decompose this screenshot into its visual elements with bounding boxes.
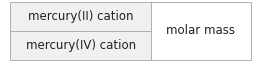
Text: mercury(II) cation: mercury(II) cation (28, 10, 133, 23)
Bar (151, 2, 251, 60)
Text: mercury(IV) cation: mercury(IV) cation (26, 39, 136, 52)
Text: molar mass: molar mass (166, 24, 235, 38)
Bar (10, 31, 151, 60)
Bar (10, 2, 151, 31)
